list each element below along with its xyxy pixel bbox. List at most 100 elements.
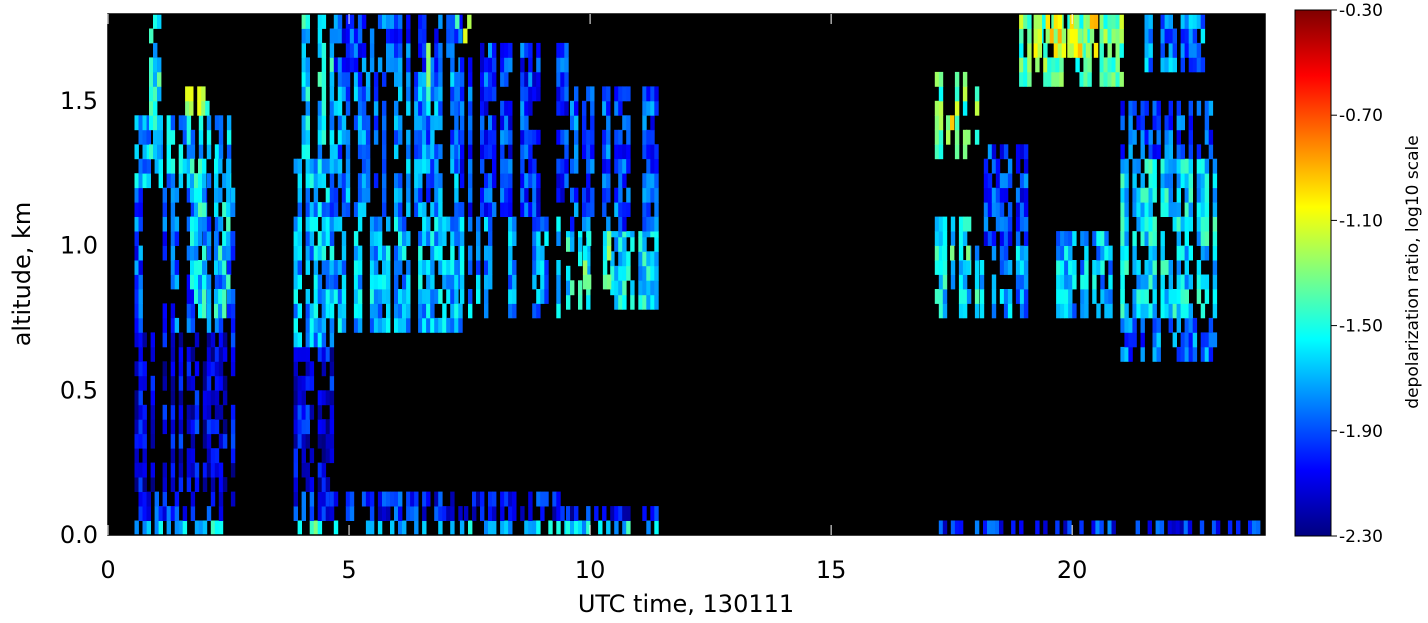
heatmap-cell [450,260,455,275]
heatmap-cell [1069,28,1075,44]
heatmap-cell [418,274,423,290]
heatmap-cell [170,187,176,203]
heatmap-cell [622,506,627,521]
heatmap-cell [459,129,465,145]
x-tick-label: 5 [341,556,356,584]
heatmap-cell [1049,28,1055,44]
heatmap-cell [488,202,493,217]
heatmap-cell [1103,57,1108,73]
heatmap-cell [500,57,505,73]
heatmap-cell [504,520,509,536]
colorbar-tick-label: -2.30 [1339,527,1383,547]
heatmap-cell [418,187,423,203]
heatmap-cell [1132,231,1137,246]
heatmap-cell [321,317,327,333]
heatmap-cell [406,42,411,58]
heatmap-cell [1176,202,1181,217]
heatmap-cell [414,187,419,203]
heatmap-cell [422,100,427,116]
heatmap-cell [1164,303,1169,319]
heatmap-cell [476,231,481,246]
heatmap-cell [618,280,623,296]
heatmap-cell [442,216,447,232]
heatmap-cell [1128,129,1133,145]
heatmap-cell [149,71,154,87]
heatmap-cell [337,86,343,102]
heatmap-cell [142,144,147,160]
heatmap-cell [1152,332,1157,348]
heatmap-cell [1107,57,1112,73]
heatmap-cell [226,158,231,174]
heatmap-cell [1144,57,1149,73]
heatmap-cell [426,71,431,87]
heatmap-cell [520,144,525,160]
heatmap-cell [426,115,431,131]
heatmap-cell [508,289,513,304]
heatmap-cell [162,332,167,348]
heatmap-cell [386,506,391,521]
heatmap-cell [226,202,231,217]
heatmap-cell [450,86,455,102]
heatmap-cell [1128,317,1133,333]
heatmap-cell [218,491,224,507]
heatmap-cell [1204,289,1210,304]
heatmap-cell [934,100,940,116]
heatmap-cell [394,289,399,304]
heatmap-cell [210,448,216,464]
heatmap-cell [406,506,411,521]
heatmap-cell [301,42,306,58]
heatmap-cell [480,115,485,131]
heatmap-cell [1120,202,1125,217]
heatmap-cell [357,144,363,160]
heatmap-cell [301,462,306,478]
heatmap-cell [138,346,143,362]
heatmap-cell [508,216,513,232]
heatmap-cell [954,100,960,116]
heatmap-cell [556,158,561,174]
heatmap-cell [1100,245,1105,261]
heatmap-cell [1056,303,1061,319]
heatmap-cell [622,251,627,267]
heatmap-cell [373,317,379,333]
heatmap-cell [197,100,202,116]
heatmap-cell [305,462,310,478]
heatmap-cell [570,506,575,521]
heatmap-cell [434,71,439,87]
heatmap-cell [305,477,310,492]
heatmap-cell [1019,260,1025,275]
heatmap-cell [1056,231,1061,246]
heatmap-cell [1160,231,1165,246]
heatmap-cell [178,462,184,478]
heatmap-cell [476,245,481,261]
heatmap-cell [178,433,184,449]
heatmap-cell [454,115,459,131]
heatmap-cell [301,375,306,391]
heatmap-cell [357,115,363,131]
heatmap-cell [190,187,195,203]
heatmap-cell [166,158,171,174]
heatmap-cell [1188,115,1193,131]
heatmap-cell [1184,260,1189,275]
heatmap-cell [414,115,419,131]
heatmap-cell [138,289,143,304]
heatmap-cell [556,216,561,232]
heatmap-cell [500,187,505,203]
heatmap-cell [638,236,643,252]
heatmap-cell [1037,14,1042,29]
heatmap-cell [190,129,196,145]
heatmap-cell [369,57,375,73]
heatmap-cell [508,491,513,507]
heatmap-cell [642,265,647,281]
heatmap-cell [950,260,956,275]
heatmap-cell [426,491,431,507]
heatmap-cell [1019,42,1024,58]
heatmap-cell [1144,28,1149,44]
heatmap-cell [468,303,473,319]
heatmap-cell [402,303,407,319]
heatmap-cell [614,280,619,296]
heatmap-cell [492,129,497,145]
heatmap-cell [305,129,310,145]
heatmap-cell [650,265,655,281]
heatmap-cell [484,173,489,189]
heatmap-cell [293,274,298,290]
